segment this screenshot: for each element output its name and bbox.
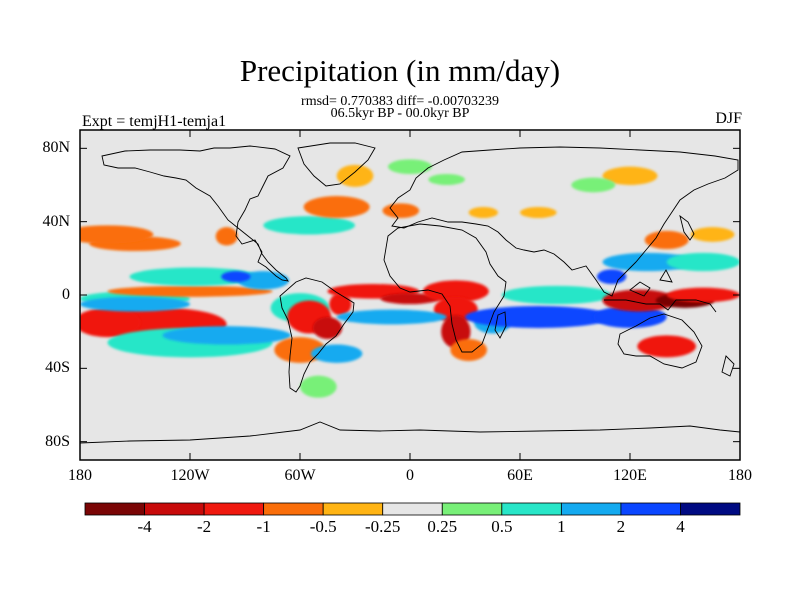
- colorbar-box-2: [203, 502, 265, 516]
- lon-label-1: 120W: [170, 467, 210, 484]
- anomaly-patch-20: [380, 293, 440, 305]
- colorbar-box-7: [501, 502, 562, 516]
- colorbar-box-8: [560, 502, 622, 516]
- colorbar-box-6: [441, 502, 503, 516]
- coast-antarctica: [80, 421, 740, 444]
- anomaly-patch-39: [263, 216, 355, 235]
- lon-label-3: 0: [406, 467, 414, 484]
- anomaly-patch-43: [520, 207, 557, 218]
- anomaly-patch-46: [690, 227, 735, 242]
- colorbar-box-9: [620, 502, 681, 516]
- experiment-label: Expt = temjH1-temja1: [82, 113, 227, 130]
- colorbar-box-3: [263, 502, 324, 516]
- colorbar-label-2: -1: [256, 517, 271, 536]
- anomaly-patch-25: [336, 309, 447, 325]
- colorbar-box-4: [322, 502, 384, 516]
- anomaly-patch-30: [602, 289, 676, 312]
- lat-label-4: 80S: [45, 432, 70, 450]
- anomaly-patch-34: [602, 252, 695, 272]
- coast-eurasia: [389, 146, 739, 297]
- coast-south-america: [279, 277, 355, 393]
- anomaly-patch-45: [644, 230, 689, 250]
- anomaly-patch-49: [428, 174, 465, 185]
- colorbar: [84, 502, 741, 516]
- anomaly-patch-15: [329, 293, 352, 316]
- colorbar-label-4: -0.25: [365, 517, 401, 536]
- chart-stats: rmsd= 0.770383 diff= -0.00703239: [301, 94, 499, 109]
- anomaly-patch-14: [312, 317, 343, 339]
- anomaly-patch-27: [464, 306, 612, 328]
- coast-north-america: [101, 145, 291, 282]
- anomaly-patch-36: [597, 269, 627, 284]
- colorbar-label-3: -0.5: [309, 517, 337, 536]
- anomaly-patch-5: [80, 296, 190, 312]
- anomaly-patch-4: [107, 285, 273, 297]
- colorbar-box-0: [84, 502, 145, 516]
- season-label: DJF: [715, 110, 742, 127]
- anomaly-patch-40: [303, 196, 370, 218]
- lat-label-0: 80N: [42, 139, 70, 157]
- lon-label-2: 60W: [284, 467, 316, 484]
- coast-greenland: [297, 142, 376, 187]
- lon-label-4: 60E: [507, 467, 533, 484]
- colorbar-box-5: [382, 502, 443, 516]
- anomaly-patch-24: [450, 339, 487, 361]
- chart-title: Precipitation (in mm/day): [239, 53, 561, 88]
- anomaly-patch-38: [215, 227, 238, 246]
- anomaly-patch-44: [602, 166, 658, 185]
- axis-ticks: [79, 130, 741, 460]
- anomaly-patch-42: [468, 207, 499, 218]
- anomaly-patch-29: [501, 285, 612, 305]
- anomaly-patch-37: [80, 225, 154, 244]
- anomaly-patch-47: [336, 164, 374, 187]
- coast-australia: [617, 313, 703, 369]
- anomaly-patch-11: [221, 271, 251, 283]
- colorbar-label-7: 1: [557, 517, 566, 536]
- colorbar-label-1: -2: [196, 517, 212, 536]
- anomaly-patch-21: [422, 280, 489, 303]
- lon-label-5: 120E: [613, 467, 647, 484]
- colorbar-box-1: [144, 502, 205, 516]
- lat-label-3: 40S: [45, 359, 70, 377]
- coast-japan: [679, 214, 695, 241]
- coast-new-zealand: [721, 355, 735, 377]
- anomaly-patch-18: [300, 375, 337, 398]
- anomaly-patch-48: [388, 159, 432, 175]
- anomaly-patch-17: [311, 344, 363, 363]
- coastlines: [80, 142, 740, 444]
- anomaly-patch-2: [80, 307, 141, 338]
- anomaly-patch-28: [593, 306, 667, 328]
- coast-madagascar: [494, 311, 507, 339]
- coast-africa: [383, 223, 507, 353]
- chart-period: 06.5kyr BP - 00.0kyr BP: [330, 106, 470, 121]
- anomaly-patch-35: [666, 252, 740, 272]
- anomaly-patch-41: [382, 203, 420, 219]
- anomaly-patch-9: [129, 267, 258, 286]
- colorbar-label-0: -4: [137, 517, 152, 536]
- lon-label-6: 180: [728, 467, 752, 484]
- colorbar-label-6: 0.5: [491, 517, 513, 536]
- anomaly-patch-33: [637, 335, 697, 358]
- anomaly-layer: [80, 159, 740, 398]
- anomaly-patch-50: [571, 177, 616, 193]
- colorbar-box-10: [680, 502, 741, 516]
- lat-label-1: 40N: [42, 212, 70, 230]
- lat-label-2: 0: [62, 286, 70, 303]
- anomaly-patch-7: [162, 326, 291, 345]
- colorbar-label-8: 2: [616, 517, 626, 536]
- anomaly-patch-32: [666, 287, 740, 303]
- colorbar-label-5: 0.25: [427, 517, 458, 536]
- colorbar-label-9: 4: [676, 517, 685, 536]
- lon-label-0: 180: [68, 467, 92, 484]
- coast-maritime-continent: [604, 269, 717, 313]
